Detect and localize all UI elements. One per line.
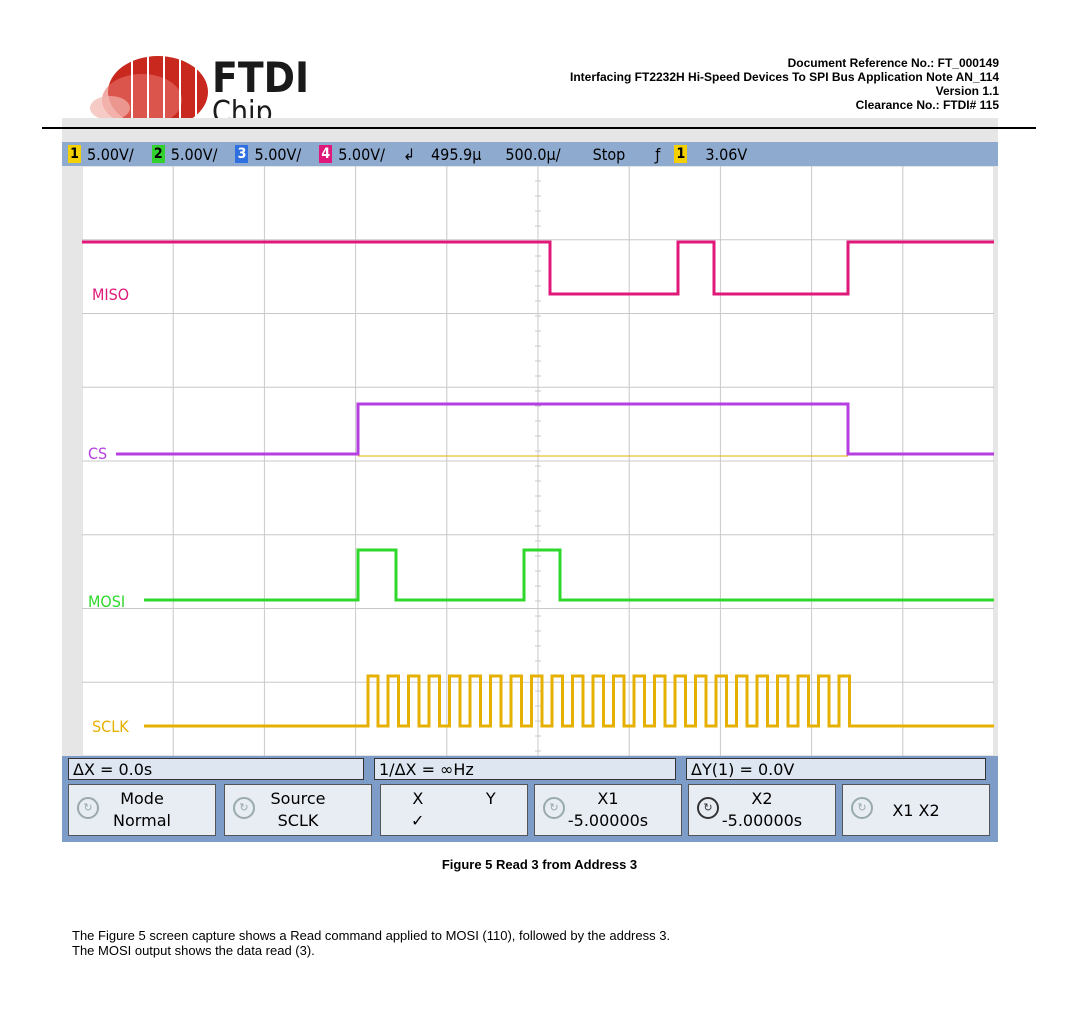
ch4-badge: 4 [319, 145, 333, 163]
source-value: SCLK [277, 811, 319, 830]
rotate-knob-icon: ↻ [851, 797, 873, 819]
sclk-label: SCLK [92, 717, 129, 736]
run-state: Stop [592, 144, 626, 164]
x2-label: X2 [751, 789, 773, 808]
rising-edge-icon: ƒ [655, 144, 661, 164]
x-option: X [412, 789, 424, 808]
logo-text-ftdi: FTDI [212, 53, 309, 102]
rotate-knob-icon: ↻ [233, 797, 255, 819]
figure-caption: Figure 5 Read 3 from Address 3 [441, 857, 638, 872]
miso-trace [82, 240, 994, 296]
ch1-badge: 1 [68, 145, 81, 163]
delta-x-readout: ΔX = 0.0s [68, 758, 364, 780]
sclk-trace [144, 674, 994, 728]
ch3-badge: 3 [235, 145, 249, 163]
ch2-scale: 5.00V/ [170, 144, 218, 164]
delta-y-readout: ΔY(1) = 0.0V [686, 758, 986, 780]
mode-label: Mode [120, 789, 164, 808]
doc-reference: Document Reference No.: FT_000149 [787, 56, 999, 70]
inverse-delta-x-readout: 1/ΔX = ∞Hz [374, 758, 676, 780]
x1-label: X1 [597, 789, 619, 808]
source-label: Source [270, 789, 326, 808]
doc-clearance: Clearance No.: FTDI# 115 [855, 98, 999, 112]
mode-softkey[interactable]: ↻ Mode Normal [68, 784, 216, 836]
doc-version: Version 1.1 [935, 84, 999, 98]
waveform-traces [82, 240, 994, 728]
x-selected-check: ✓ [411, 811, 425, 830]
scope-softkey-bar: ΔX = 0.0s 1/ΔX = ∞Hz ΔY(1) = 0.0V ↻ Mode… [62, 756, 998, 842]
ftdi-logo: FTDI Chip [72, 10, 312, 130]
mosi-label: MOSI [88, 592, 125, 611]
rotate-knob-icon: ↻ [77, 797, 99, 819]
source-softkey[interactable]: ↻ Source SCLK [224, 784, 372, 836]
rotate-knob-icon: ↻ [697, 797, 719, 819]
timebase-value: 500.0µ/ [505, 144, 561, 164]
x1-value: -5.00000s [567, 811, 649, 830]
x1x2-softkey[interactable]: ↻ X1 X2 [842, 784, 990, 836]
scope-status-bar: 1 5.00V/ 2 5.00V/ 3 5.00V/ 4 5.00V/ ↲ 49… [62, 142, 998, 166]
channel-labels: MISO CS MOSI SCLK [88, 285, 129, 736]
graticule [81, 165, 995, 757]
mosi-trace [144, 548, 994, 602]
logo-sphere [90, 56, 208, 128]
oscilloscope-screenshot: 1 5.00V/ 2 5.00V/ 3 5.00V/ 4 5.00V/ ↲ 49… [62, 118, 998, 842]
ch4-scale: 5.00V/ [338, 144, 385, 164]
header-rule [42, 127, 1036, 129]
body-paragraph: The Figure 5 screen capture shows a Read… [72, 928, 1012, 958]
body-line-2: The MOSI output shows the data read (3). [72, 943, 315, 958]
cs-trace [116, 402, 994, 456]
trigger-level: 3.06V [705, 144, 748, 164]
ch2-badge: 2 [151, 145, 165, 163]
mode-value: Normal [113, 811, 171, 830]
x2-softkey[interactable]: ↻ X2 -5.00000s [688, 784, 836, 836]
miso-label: MISO [92, 285, 129, 304]
ch3-scale: 5.00V/ [254, 144, 302, 164]
waveform-display: MISO CS MOSI SCLK 4 3 2 1 T [70, 165, 995, 757]
ch1-scale: 5.00V/ [87, 144, 134, 164]
x1x2-label: X1 X2 [892, 801, 940, 820]
document-meta: Document Reference No.: FT_000149 Interf… [359, 56, 999, 112]
xy-softkey[interactable]: X Y ✓ [380, 784, 528, 836]
cs-label: CS [88, 444, 107, 463]
body-line-1: The Figure 5 screen capture shows a Read… [72, 928, 671, 943]
doc-title: Interfacing FT2232H Hi-Speed Devices To … [570, 70, 999, 84]
x1-softkey[interactable]: ↻ X1 -5.00000s [534, 784, 682, 836]
trigger-delay-icon: ↲ [402, 144, 415, 164]
rotate-knob-icon: ↻ [543, 797, 565, 819]
x2-value: -5.00000s [721, 811, 803, 830]
y-option: Y [485, 789, 496, 808]
delay-value: 495.9µ [431, 144, 482, 164]
trigger-channel-badge: 1 [674, 145, 688, 163]
